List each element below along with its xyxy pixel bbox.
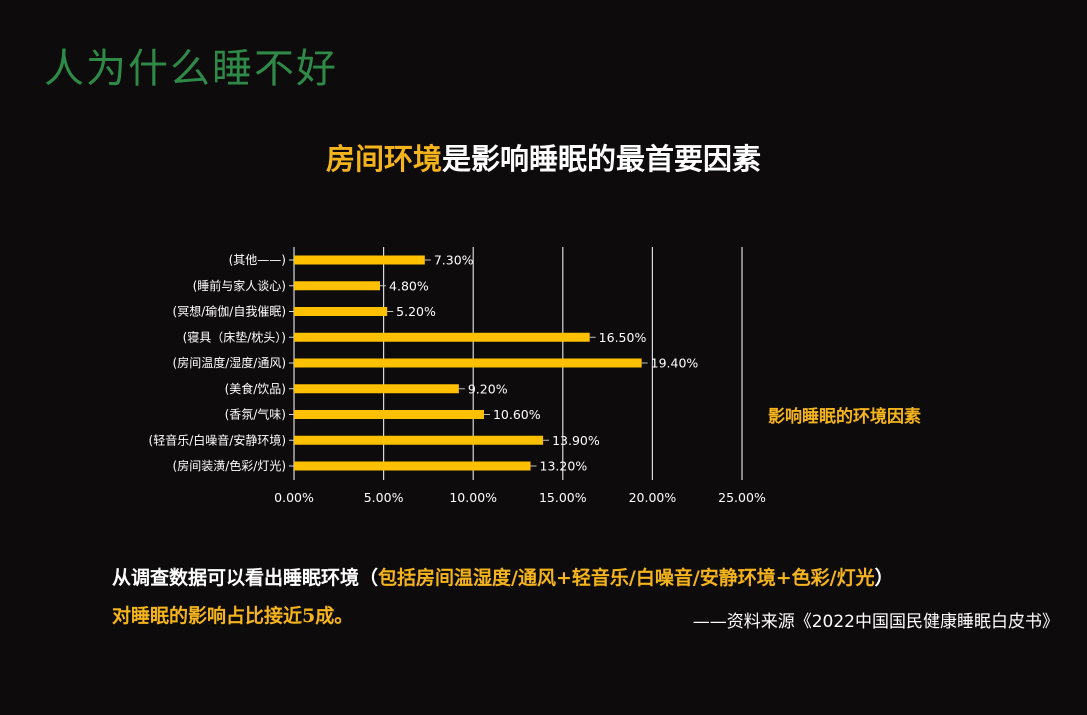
category-label: (房间温度/湿度/通风): [173, 355, 286, 370]
conclusion-text: 从调查数据可以看出睡眠环境（包括房间温湿度/通风+轻音乐/白噪音/安静环境+色彩…: [112, 559, 1072, 635]
data-label: 13.20%: [540, 459, 588, 474]
data-label: 7.30%: [434, 253, 474, 268]
data-label: 10.60%: [493, 407, 541, 422]
category-label: (香氛/气味): [225, 407, 286, 422]
data-label: 16.50%: [599, 330, 647, 345]
page-title: 人为什么睡不好: [44, 46, 338, 92]
x-tick-label: 20.00%: [629, 490, 677, 505]
data-label: 19.40%: [651, 356, 699, 371]
category-label: (美食/饮品): [225, 381, 286, 396]
x-tick-label: 5.00%: [364, 490, 404, 505]
bar: [294, 255, 425, 265]
category-label: (寝具（床垫/枕头）): [183, 329, 286, 344]
bar: [294, 435, 544, 445]
x-tick-label: 15.00%: [539, 490, 587, 505]
bar: [294, 307, 388, 316]
x-tick-label: 0.00%: [274, 490, 314, 505]
source-citation: ——资料来源《2022中国国民健康睡眠白皮书》: [692, 612, 1059, 632]
data-label: 9.20%: [468, 381, 508, 396]
headline: 房间环境是影响睡眠的最首要因素: [0, 136, 1087, 178]
conclusion-suffix: ）: [874, 567, 894, 589]
category-label: (睡前与家人谈心): [193, 278, 286, 293]
bar: [294, 384, 459, 394]
data-label: 4.80%: [389, 278, 429, 293]
category-label: (其他——): [229, 253, 286, 267]
data-label: 13.90%: [552, 433, 600, 448]
x-tick-label: 25.00%: [718, 490, 766, 505]
category-label: (房间装潢/色彩/灯光): [173, 458, 286, 473]
conclusion-highlight: 包括房间温湿度/通风+轻音乐/白噪音/安静环境+色彩/灯光: [378, 567, 875, 589]
data-label: 5.20%: [396, 304, 436, 319]
conclusion-prefix: 从调查数据可以看出睡眠环境（: [112, 567, 379, 589]
bar: [294, 461, 531, 471]
bar: [294, 281, 381, 291]
headline-rest: 是影响睡眠的最首要因素: [442, 142, 762, 176]
category-label: (冥想/瑜伽/自我催眠): [173, 304, 286, 319]
bar: [294, 332, 590, 342]
x-tick-label: 10.00%: [449, 490, 497, 505]
bar: [294, 410, 484, 419]
bar: [294, 358, 642, 368]
headline-highlight: 房间环境: [325, 142, 442, 176]
category-label: (轻音乐/白噪音/安静环境): [149, 432, 286, 447]
series-label: 影响睡眠的环境因素: [768, 407, 921, 427]
conclusion-line-1: 从调查数据可以看出睡眠环境（包括房间温湿度/通风+轻音乐/白噪音/安静环境+色彩…: [112, 559, 1072, 597]
conclusion-line-2: 对睡眠的影响占比接近5成。: [112, 605, 354, 627]
